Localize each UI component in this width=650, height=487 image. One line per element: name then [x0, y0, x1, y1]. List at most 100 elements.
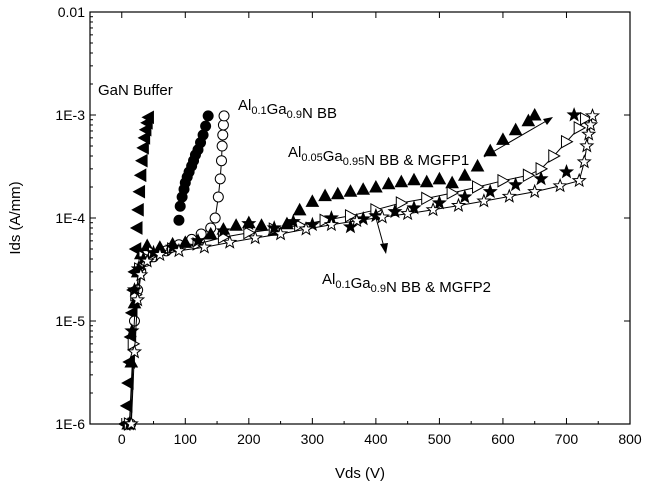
data-point: [508, 176, 524, 192]
annotation-subscript: 0.05: [301, 152, 322, 164]
data-point: [165, 239, 181, 254]
annotation-subscript: 0.1: [335, 279, 350, 291]
data-point: [501, 188, 517, 203]
data-point: [200, 120, 212, 132]
data-point: [533, 170, 549, 186]
data-point: [173, 214, 185, 226]
data-point: [548, 149, 561, 163]
data-point: [124, 323, 140, 338]
annotation-text: Al: [238, 97, 251, 114]
annotation-subscript: 0.9: [371, 283, 386, 295]
data-point: [137, 131, 151, 145]
x-tick-label: 400: [364, 431, 388, 447]
data-point: [229, 218, 243, 231]
axes-layer: 0 100 200 300 400 500 600 700 800 1E-6 1E-5 1E-4 1E-…: [55, 4, 641, 447]
data-point: [483, 143, 498, 157]
data-point: [241, 215, 257, 231]
data-point: [406, 200, 422, 215]
data-point: [472, 180, 485, 194]
y-tick-label: 1E-6: [55, 416, 85, 432]
data-point: [343, 184, 358, 197]
data-point: [580, 111, 593, 126]
data-point: [476, 193, 492, 208]
data-point: [457, 168, 472, 181]
data-point: [130, 292, 146, 307]
data-point: [318, 188, 332, 202]
data-point: [139, 253, 155, 268]
data-point: [132, 184, 146, 199]
data-point: [394, 174, 409, 188]
data-point: [323, 216, 339, 232]
data-point: [126, 344, 143, 359]
data-point: [129, 221, 143, 235]
x-tick-label: 600: [491, 431, 515, 447]
x-tick-label: 700: [555, 431, 579, 447]
data-point: [305, 194, 320, 207]
data-point: [216, 140, 228, 152]
data-point: [496, 132, 510, 145]
x-tick-label: 200: [237, 431, 261, 447]
data-point: [285, 213, 301, 229]
data-point: [527, 107, 542, 121]
data-point: [419, 174, 434, 188]
data-point: [202, 110, 214, 122]
data-point: [215, 222, 231, 238]
x-tick-label: 0: [118, 431, 126, 447]
data-point: [497, 173, 510, 188]
data-point: [400, 205, 416, 221]
series-layer: [117, 107, 601, 431]
data-point: [552, 177, 568, 193]
data-point: [133, 168, 147, 183]
data-point: [152, 246, 168, 262]
data-point: [145, 244, 162, 260]
data-point: [298, 221, 314, 236]
data-point: [214, 173, 226, 185]
annotation-text: Al: [288, 144, 301, 161]
series-6: [123, 107, 601, 431]
data-point: [174, 200, 186, 212]
annotation-text: Ga: [267, 101, 288, 118]
data-point: [190, 232, 206, 248]
data-point: [203, 226, 218, 240]
annotation-subscript: 0.95: [343, 156, 364, 168]
data-point: [425, 201, 441, 217]
data-point: [141, 110, 154, 125]
y-axis-title: Ids (A/mm): [7, 181, 24, 254]
x-axis-title: Vds (V): [335, 465, 385, 482]
data-point: [421, 191, 434, 206]
annotation-gan-buffer: GaN Buffer: [98, 82, 173, 99]
arrow-head-mgfp1: [543, 117, 553, 125]
data-point: [131, 203, 144, 217]
data-point: [445, 175, 459, 189]
data-point: [583, 117, 599, 132]
arrow-head-mgfp2: [380, 243, 388, 254]
data-point: [178, 235, 193, 248]
x-tick-label: 500: [428, 431, 452, 447]
data-point: [407, 172, 421, 186]
data-point: [584, 107, 601, 123]
annotation-subscript: 0.1: [251, 105, 266, 117]
data-point: [196, 239, 212, 254]
annotation-text: N BB & MGFP2: [386, 279, 491, 296]
series-line: [130, 115, 593, 425]
data-point: [123, 416, 139, 431]
data-point: [369, 179, 383, 193]
y-tick-label: 1E-5: [55, 313, 85, 329]
annotation-al005-mgfp1: Al0.05Ga0.95N BB & MGFP1: [288, 144, 469, 169]
annotation-layer: GaN Buffer Al0.1Ga0.9N BB Al0.05Ga0.95N …: [98, 82, 553, 296]
y-tick-label: 1E-4: [55, 210, 85, 226]
data-point: [217, 129, 229, 141]
data-point: [579, 138, 595, 153]
data-point: [527, 183, 543, 199]
annotation-text: N BB & MGFP1: [364, 152, 469, 169]
data-point: [508, 122, 523, 136]
y-tick-label: 1E-3: [55, 107, 85, 123]
data-point: [432, 171, 447, 185]
y-tick-label: 0.01: [58, 4, 85, 20]
data-point: [522, 168, 536, 183]
data-point: [266, 220, 282, 235]
data-point: [330, 186, 345, 200]
data-point: [446, 186, 460, 200]
data-point: [558, 163, 575, 179]
